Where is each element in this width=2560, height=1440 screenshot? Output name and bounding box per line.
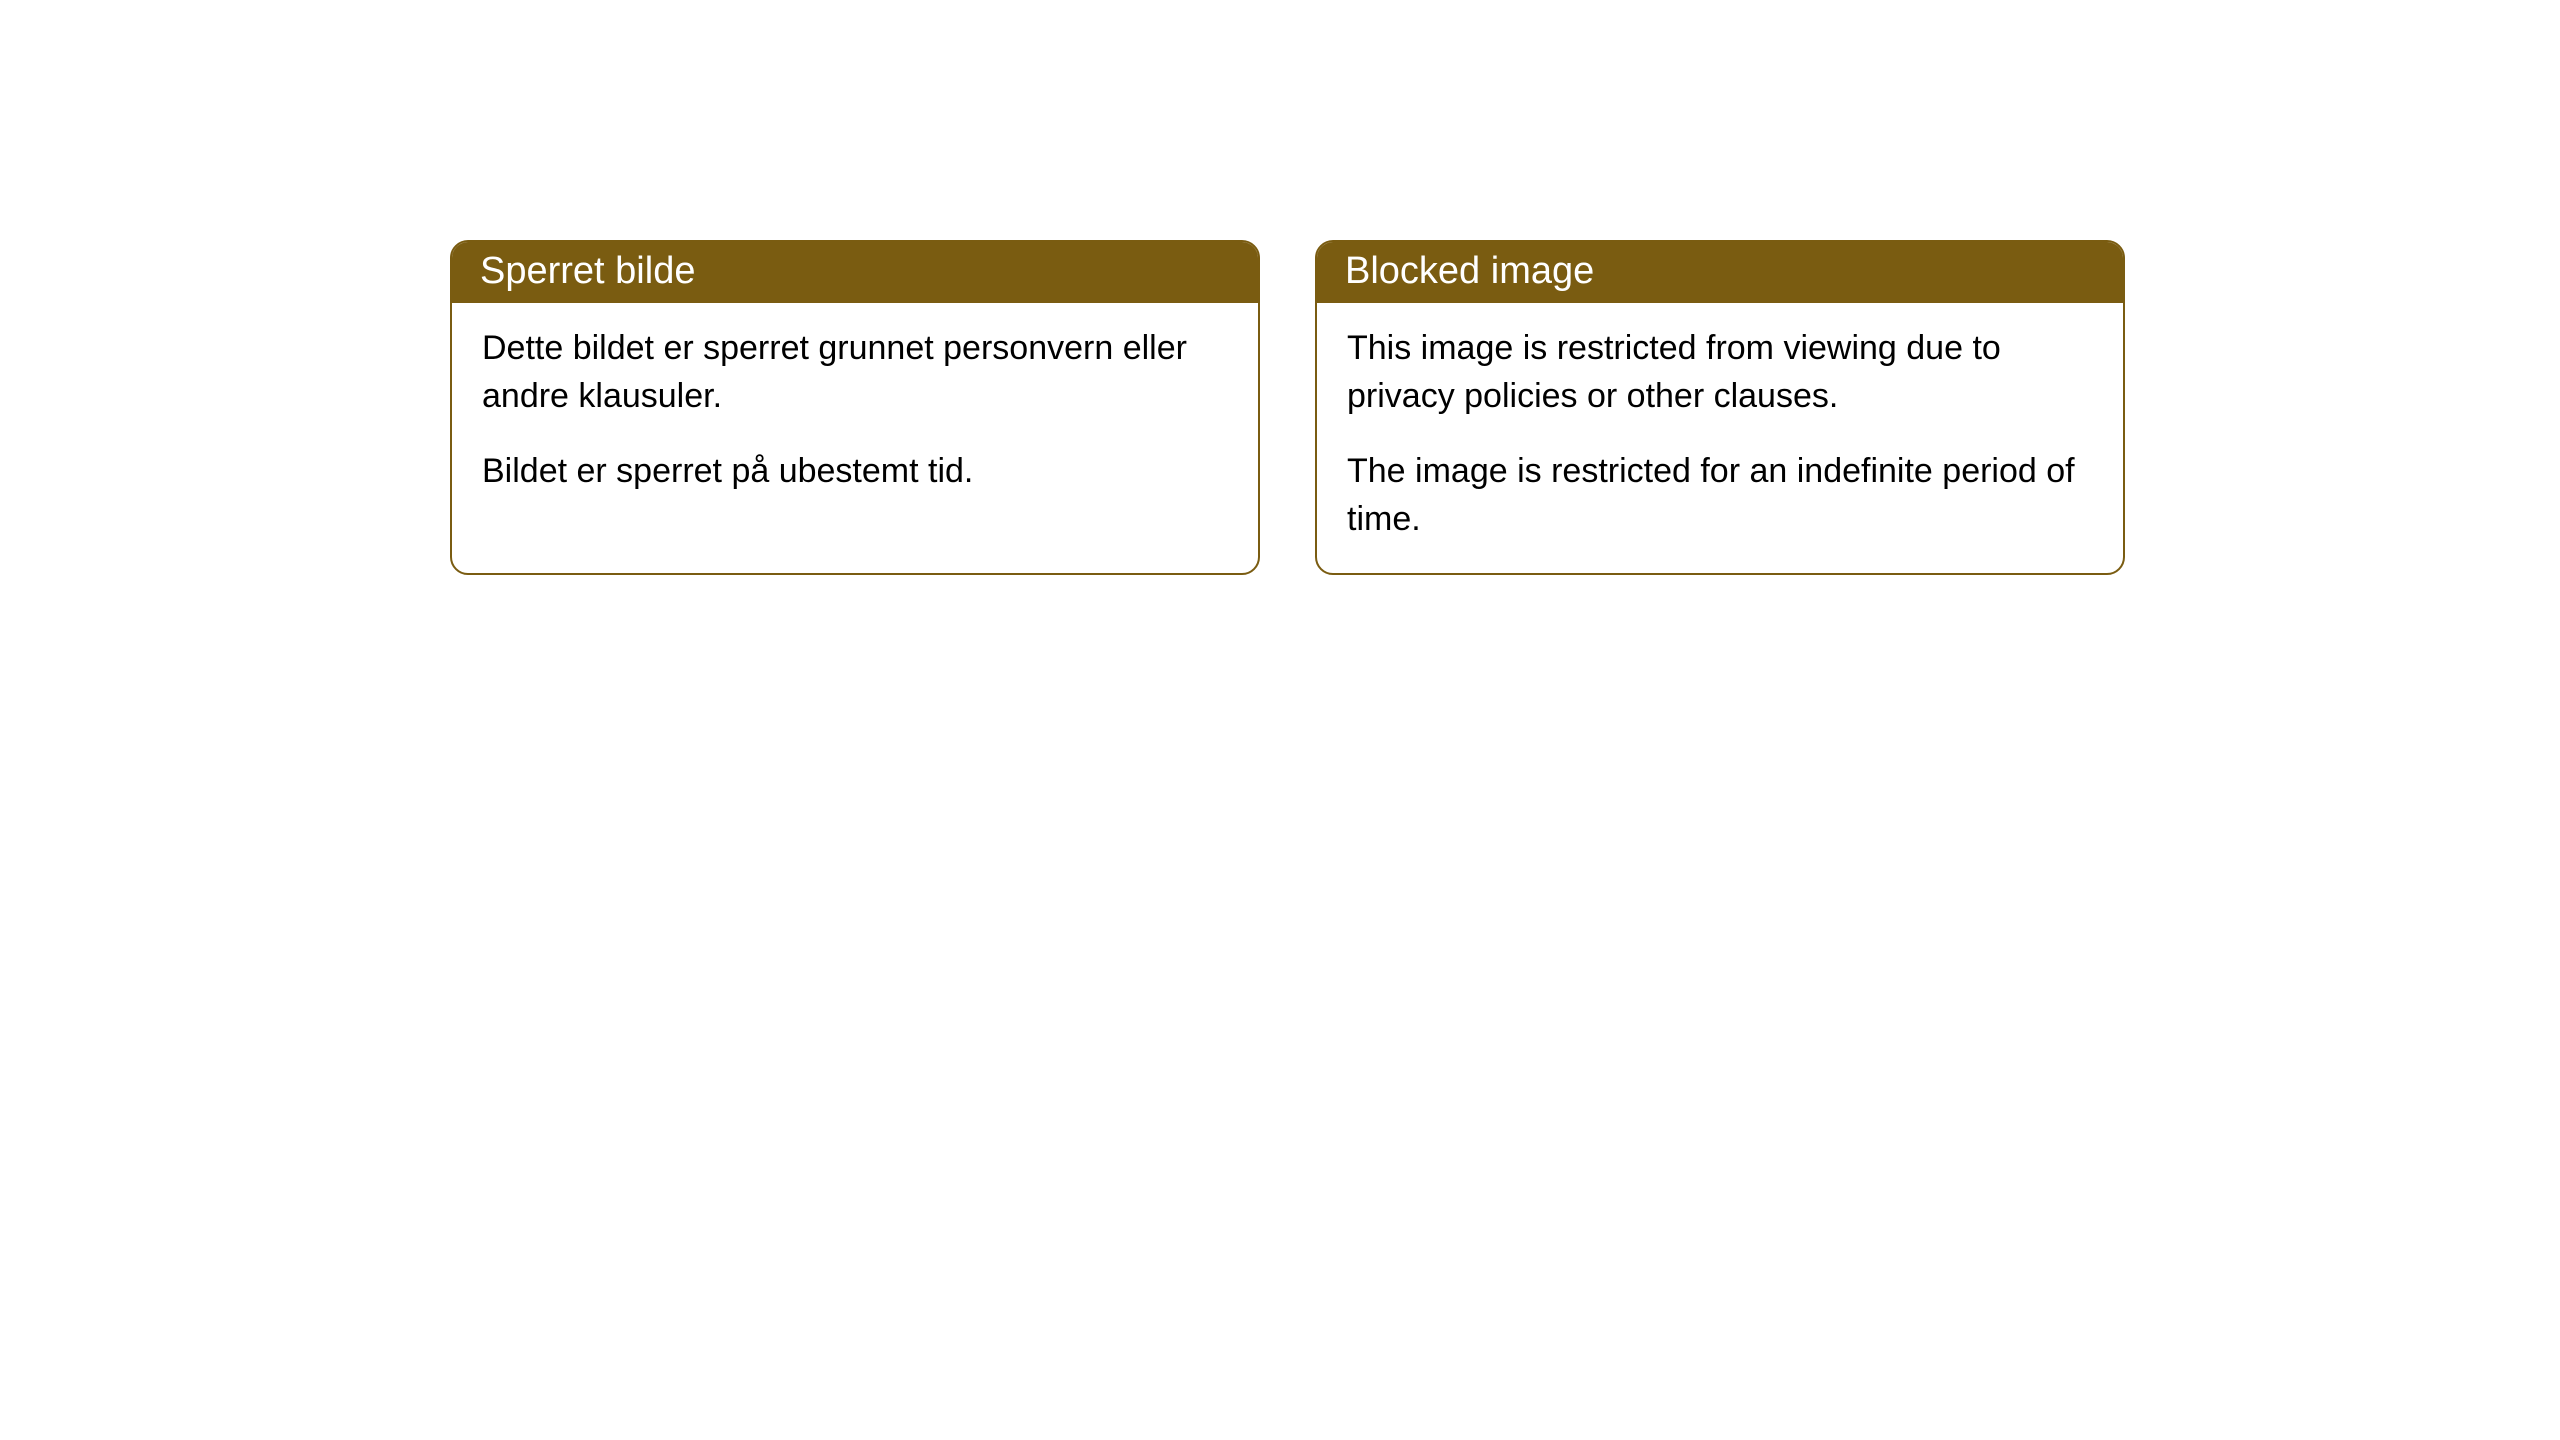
notice-cards-container: Sperret bilde Dette bildet er sperret gr… [450,240,2125,575]
notice-body-norwegian: Dette bildet er sperret grunnet personve… [452,303,1258,526]
notice-title-english: Blocked image [1345,250,1594,292]
notice-header-norwegian: Sperret bilde [452,242,1258,303]
notice-header-english: Blocked image [1317,242,2123,303]
notice-paragraph-1-english: This image is restricted from viewing du… [1347,325,2093,420]
notice-paragraph-2-english: The image is restricted for an indefinit… [1347,448,2093,543]
notice-title-norwegian: Sperret bilde [480,250,695,292]
notice-paragraph-1-norwegian: Dette bildet er sperret grunnet personve… [482,325,1228,420]
notice-body-english: This image is restricted from viewing du… [1317,303,2123,573]
notice-card-norwegian: Sperret bilde Dette bildet er sperret gr… [450,240,1260,575]
notice-card-english: Blocked image This image is restricted f… [1315,240,2125,575]
notice-paragraph-2-norwegian: Bildet er sperret på ubestemt tid. [482,448,1228,496]
